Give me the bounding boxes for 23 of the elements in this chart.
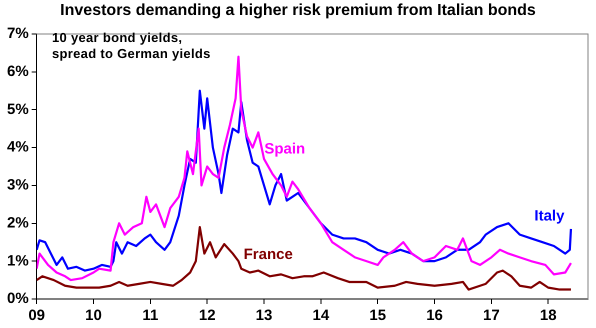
series-label: Italy: [534, 208, 566, 225]
y-tick-label: 7%: [6, 25, 29, 42]
y-tick-label: 2%: [6, 214, 29, 232]
chart-title: Investors demanding a higher risk premium from Italian bonds: [59, 1, 537, 21]
series-label: Spain: [264, 140, 306, 158]
series-label: France: [244, 246, 293, 263]
x-tick-label: 10: [85, 307, 102, 324]
x-tick-label: 14: [312, 307, 330, 324]
y-tick-label: 6%: [6, 63, 29, 80]
x-tick-label: 17: [483, 307, 500, 324]
y-tick-label: 1%: [6, 252, 29, 270]
annotation: 10 year bond yields, spread to German yields: [52, 30, 212, 62]
x-tick-label: 09: [28, 307, 46, 324]
x-tick-label: 18: [540, 307, 557, 324]
y-tick-label: 0%: [6, 290, 29, 308]
x-tick-label: 15: [369, 307, 386, 324]
x-tick-label: 11: [142, 307, 158, 324]
y-tick-label: 3%: [6, 176, 29, 194]
x-tick-label: 12: [198, 307, 216, 324]
x-tick-label: 13: [256, 307, 272, 324]
y-tick-label: 5%: [6, 100, 29, 118]
y-tick-label: 4%: [6, 138, 29, 156]
x-tick-label: 16: [426, 307, 443, 324]
